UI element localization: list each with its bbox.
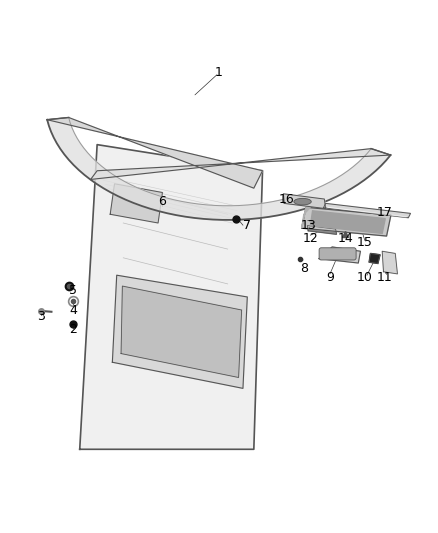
Polygon shape [307,225,336,235]
Text: 1: 1 [215,66,223,79]
Text: 11: 11 [377,271,392,284]
Text: 5: 5 [69,284,77,297]
Polygon shape [319,247,360,263]
Polygon shape [47,117,391,220]
Text: 3: 3 [37,310,45,323]
Polygon shape [283,194,325,208]
Polygon shape [121,286,242,377]
Text: 2: 2 [69,323,77,336]
Polygon shape [302,207,391,236]
Text: —: — [306,215,316,225]
Text: 8: 8 [300,262,308,275]
FancyBboxPatch shape [319,248,356,260]
Text: 7: 7 [243,219,251,232]
Text: 10: 10 [357,271,373,284]
Polygon shape [110,184,162,223]
Polygon shape [369,254,380,263]
Polygon shape [47,117,262,188]
Polygon shape [91,149,391,180]
Polygon shape [302,207,311,228]
Polygon shape [311,211,385,233]
Text: 9: 9 [326,271,334,284]
Text: 17: 17 [376,206,392,219]
Text: 13: 13 [300,219,316,232]
Polygon shape [382,251,397,274]
Text: 6: 6 [159,195,166,208]
Text: 14: 14 [337,232,353,245]
Polygon shape [113,275,247,389]
Ellipse shape [294,198,311,205]
Polygon shape [80,144,262,449]
Text: 12: 12 [303,232,318,245]
Polygon shape [323,204,410,218]
Text: 15: 15 [357,236,373,249]
Text: 4: 4 [69,303,77,317]
Text: 16: 16 [279,192,294,206]
